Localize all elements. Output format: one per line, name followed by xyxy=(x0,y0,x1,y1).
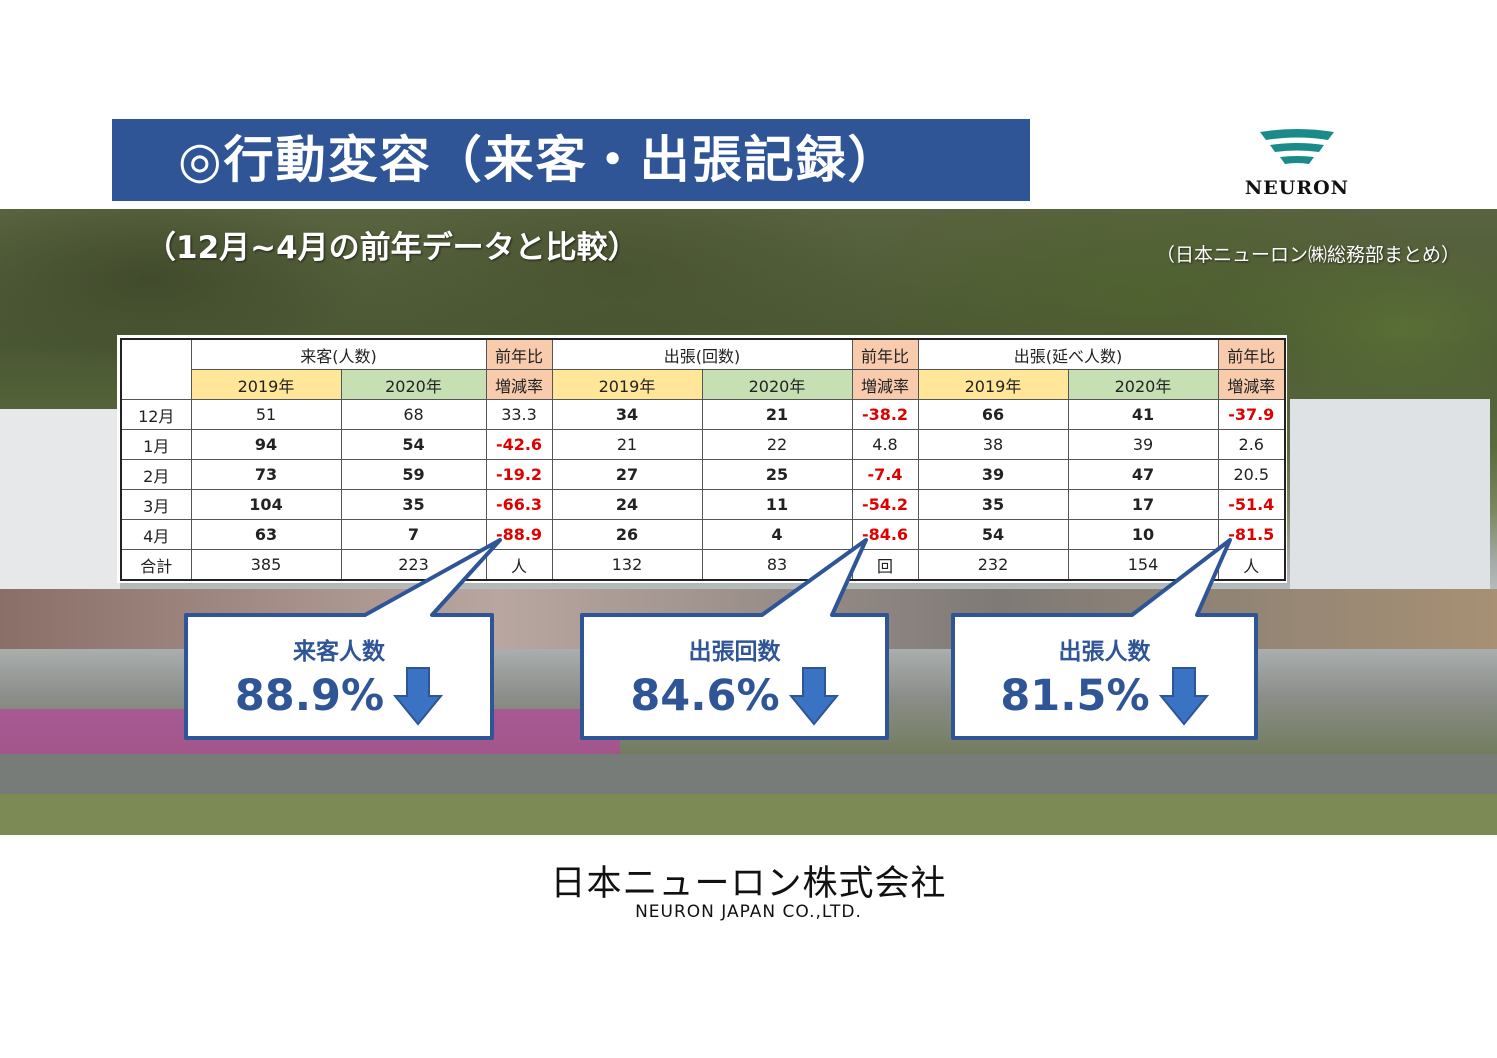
down-arrow-icon xyxy=(393,667,444,726)
value-cell: 39 xyxy=(1067,429,1219,460)
year-header: 2020年 xyxy=(701,369,853,400)
value-cell: 63 xyxy=(190,519,342,550)
callout-label: 来客人数 xyxy=(293,639,385,665)
total-label: 合計 xyxy=(120,549,192,581)
callout-travelers-text: 出張人数 81.5% xyxy=(953,632,1256,726)
page-title: ◎行動変容（来客・出張記録） xyxy=(112,119,1030,201)
value-cell: 7 xyxy=(340,519,487,550)
rate-cell: 4.8 xyxy=(851,429,919,460)
rate-cell: -37.9 xyxy=(1217,399,1286,430)
value-cell: 35 xyxy=(340,489,487,520)
value-cell: 10 xyxy=(1067,519,1219,550)
rate-cell: -19.2 xyxy=(485,459,553,490)
value-cell: 21 xyxy=(551,429,703,460)
rate-header-bottom: 増減率 xyxy=(1217,369,1286,400)
value-cell: 4 xyxy=(701,519,853,550)
unit-cell: 人 xyxy=(1217,549,1286,581)
rate-header-top: 前年比 xyxy=(1217,338,1286,370)
table-row: 4月 63 7 -88.9 26 4 -84.6 54 10 -81.5 xyxy=(120,519,1286,550)
value-cell: 22 xyxy=(701,429,853,460)
value-cell: 59 xyxy=(340,459,487,490)
table-row-total: 合計 385 223 人 132 83 回 232 154 人 xyxy=(120,549,1286,581)
neuron-logo: NEURON xyxy=(1222,128,1372,200)
value-cell: 232 xyxy=(917,549,1069,581)
value-cell: 17 xyxy=(1067,489,1219,520)
callout-value: 88.9% xyxy=(234,671,385,721)
callout-trips-text: 出張回数 84.6% xyxy=(582,632,887,726)
month-cell: 1月 xyxy=(120,429,192,460)
source-note: （日本ニューロン㈱総務部まとめ） xyxy=(1155,244,1460,266)
year-header: 2019年 xyxy=(917,369,1069,400)
company-name-jp: 日本ニューロン株式会社 xyxy=(550,864,947,904)
value-cell: 11 xyxy=(701,489,853,520)
value-cell: 66 xyxy=(917,399,1069,430)
rate-header-bottom: 増減率 xyxy=(851,369,919,400)
table-row: 1月 94 54 -42.6 21 22 4.8 38 39 2.6 xyxy=(120,429,1286,460)
rate-header-top: 前年比 xyxy=(851,338,919,370)
rate-cell: -88.9 xyxy=(485,519,553,550)
callout-visitors-text: 来客人数 88.9% xyxy=(186,632,492,726)
month-cell: 3月 xyxy=(120,489,192,520)
value-cell: 132 xyxy=(551,549,703,581)
year-header: 2019年 xyxy=(551,369,703,400)
year-header: 2020年 xyxy=(340,369,487,400)
callout-value: 81.5% xyxy=(1000,671,1150,721)
subtitle: （12月~4月の前年データと比較） xyxy=(145,230,639,266)
callout-label: 出張人数 xyxy=(1058,639,1151,665)
unit-cell: 回 xyxy=(851,549,919,581)
company-name-en: NEURON JAPAN CO.,LTD. xyxy=(635,902,862,922)
table-row: 12月 51 68 33.3 34 21 -38.2 66 41 -37.9 xyxy=(120,399,1286,430)
rate-cell: 20.5 xyxy=(1217,459,1286,490)
table-row: 3月 104 35 -66.3 24 11 -54.2 35 17 -51.4 xyxy=(120,489,1286,520)
value-cell: 385 xyxy=(190,549,342,581)
logo-stripes-icon xyxy=(1260,129,1334,164)
value-cell: 54 xyxy=(340,429,487,460)
value-cell: 25 xyxy=(701,459,853,490)
group-header: 出張(回数) xyxy=(551,338,853,370)
rate-cell: -66.3 xyxy=(485,489,553,520)
value-cell: 54 xyxy=(917,519,1069,550)
rate-cell: -54.2 xyxy=(851,489,919,520)
rate-header-bottom: 増減率 xyxy=(485,369,553,400)
rate-header-top: 前年比 xyxy=(485,338,553,370)
group-header: 出張(延べ人数) xyxy=(917,338,1219,370)
down-arrow-icon xyxy=(1158,667,1209,726)
callout-label: 出張回数 xyxy=(688,639,781,665)
month-cell: 2月 xyxy=(120,459,192,490)
value-cell: 26 xyxy=(551,519,703,550)
rate-cell: -7.4 xyxy=(851,459,919,490)
year-header: 2019年 xyxy=(190,369,342,400)
comparison-table: 来客(人数) 前年比 出張(回数) 前年比 出張(延べ人数) 前年比 2019年… xyxy=(117,335,1287,583)
value-cell: 39 xyxy=(917,459,1069,490)
callout-value: 84.6% xyxy=(630,671,780,721)
logo-text: NEURON xyxy=(1244,177,1350,199)
down-arrow-icon xyxy=(788,667,839,726)
value-cell: 94 xyxy=(190,429,342,460)
month-cell: 4月 xyxy=(120,519,192,550)
